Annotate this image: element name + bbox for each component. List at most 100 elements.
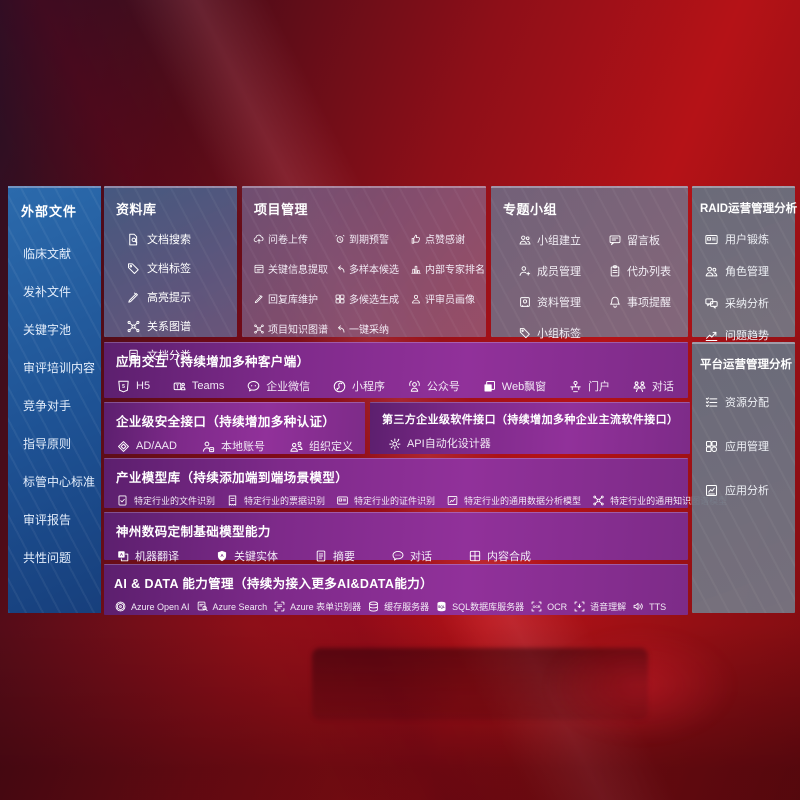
portal-icon [568, 379, 583, 394]
group-item: 小组标签 [518, 325, 608, 341]
feature-label: 代办列表 [627, 266, 671, 278]
group-item: 成员管理 [518, 263, 608, 279]
ai-service-item: Azure Open AI [114, 600, 190, 613]
external-files-panel: 外部文件 临床文献 发补文件 关键字池 审评培训内容 竞争对手 指导原则 标管中心标准 审评报… [8, 186, 101, 613]
reply-arrow-icon [334, 263, 346, 275]
project-item: 到期预警 [334, 231, 410, 246]
security-list: AD/AAD 本地账号 组织定义 [116, 438, 353, 454]
ai-service-item: OCR OCR [530, 600, 567, 613]
client-item: 小程序 [332, 378, 385, 394]
red-glow [545, 628, 735, 743]
third-party-list: API自动化设计器 [382, 435, 678, 451]
ai-service-item: TTS [632, 600, 666, 613]
person-manage-icon [518, 264, 532, 278]
raid-item: 采纳分析 [704, 295, 795, 311]
ai-service-item: Azure 表单识别器 [273, 600, 361, 613]
feature-label: 一键采纳 [349, 325, 389, 336]
summary-doc-icon [314, 549, 328, 563]
library-title: 资料库 [116, 202, 157, 217]
feature-label: OCR [547, 601, 568, 612]
group-item: 小组建立 [518, 232, 608, 248]
edit-pen-icon [253, 293, 265, 305]
client-item: 企业微信 [246, 378, 310, 394]
raid-analysis-panel: RAID运营管理分析 用户锻炼 角色管理 采纳分析 问题趋势 [692, 186, 798, 342]
svg-text:A: A [120, 552, 124, 557]
capability-item: A 机器翻译 [116, 548, 179, 564]
top-panels-row: 资料库 文档搜索 文档标签 高亮提示 关系图谱 文档分类 项目管理 问卷上传 到期预警 点赞… [104, 186, 688, 362]
knowledge-graph-model-icon [592, 494, 605, 507]
industry-models-list: 特定行业的文件识别 特定行业的票据识别 特定行业的证件识别 特定行业的通用数据分析模型… [116, 494, 727, 507]
interface-item: API自动化设计器 [387, 435, 491, 451]
project-management-panel: 项目管理 问卷上传 到期预警 点赞感谢 关键信息提取 多样本候选 内部专家排名 回复库维护 多… [242, 186, 486, 337]
feature-label: 缓存服务器 [384, 602, 430, 612]
group-list: 小组建立 留言板 成员管理 代办列表 资料管理 事项提醒 小组标签 [491, 218, 688, 341]
feature-label: 应用分析 [725, 485, 769, 497]
library-item: 文档搜索 [126, 231, 237, 247]
feature-label: 对话 [651, 381, 674, 393]
bell-icon [608, 295, 622, 309]
feature-label: 资源分配 [725, 397, 769, 409]
interaction-list: 5 H5 T Teams 企业微信 小程序 公众号 Web飘窗 门户 对话 [116, 378, 676, 394]
library-panel: 资料库 文档搜索文档标签高亮提示关系图谱文档分类 [104, 186, 237, 362]
tts-icon [632, 600, 645, 613]
feature-label: 组织定义 [308, 441, 353, 453]
svg-text:T: T [176, 384, 179, 390]
interaction-band: 应用交互（持续增加多种客户端） 5 H5 T Teams 企业微信 小程序 公众号 Web飘窗… [104, 342, 688, 398]
official-account-icon [407, 379, 422, 394]
feature-label: 文档分类 [147, 350, 191, 362]
feature-label: 事项提醒 [627, 297, 671, 309]
ai-service-item: SQL SQL数据库服务器 [435, 600, 524, 613]
library-item: 高亮提示 [126, 289, 237, 305]
client-item: 5 H5 [116, 379, 150, 394]
ai-data-title: AI & DATA 能力管理（持续为接入更多AI&DATA能力） [114, 577, 434, 591]
svg-text:5: 5 [122, 384, 125, 390]
security-title: 企业级安全接口（持续增加多种认证） [116, 415, 336, 429]
feature-label: 文档搜索 [147, 234, 191, 246]
ranking-icon [410, 263, 422, 275]
org-people-icon [289, 439, 304, 454]
base-models-title: 神州数码定制基础模型能力 [116, 525, 271, 539]
adopt-arrow-icon [334, 323, 346, 335]
auth-item: 本地账号 [201, 438, 265, 454]
raid-title: RAID运营管理分析 [700, 203, 798, 215]
library-list: 文档搜索文档标签高亮提示关系图谱文档分类 [104, 218, 237, 363]
client-item: Web飘窗 [482, 378, 546, 394]
capability-item: 内容合成 [468, 548, 531, 564]
raid-list: 用户锻炼 角色管理 采纳分析 问题趋势 [692, 216, 795, 343]
feature-label: 特定行业的文件识别 [134, 496, 216, 506]
library-item: 文档分类 [126, 347, 237, 363]
center-column: 资料库 文档搜索 文档标签 高亮提示 关系图谱 文档分类 项目管理 问卷上传 到期预警 点赞… [104, 186, 727, 619]
library-item: 文档标签 [126, 260, 237, 276]
translate-icon: A [116, 549, 130, 563]
ad-diamond-icon [116, 439, 131, 454]
model-item: 特定行业的证件识别 [336, 494, 435, 507]
wecom-icon [246, 379, 261, 394]
client-item: 对话 [632, 378, 674, 394]
feature-label: 高亮提示 [147, 292, 191, 304]
graph-icon [126, 319, 141, 334]
feature-label: TTS [649, 601, 667, 612]
alarm-icon [334, 233, 346, 245]
platform-item: 应用分析 [704, 482, 795, 498]
tag-icon [126, 261, 141, 276]
graph-icon [253, 323, 265, 335]
project-item: 关键信息提取 [253, 261, 334, 276]
ai-data-band: AI & DATA 能力管理（持续为接入更多AI&DATA能力） Azure O… [104, 564, 688, 615]
feature-label: 本地账号 [220, 441, 265, 453]
external-file-label: 共性问题 [23, 551, 72, 565]
library-item: 关系图谱 [126, 318, 237, 334]
ai-service-item: Azure Search [196, 600, 267, 613]
model-item: 特定行业的票据识别 [226, 494, 325, 507]
client-item: 门户 [568, 378, 610, 394]
feature-label: 应用管理 [725, 441, 769, 453]
model-item: 特定行业的通用数据分析模型 [446, 494, 581, 507]
model-item: 特定行业的文件识别 [116, 494, 215, 507]
feature-label: 采纳分析 [725, 298, 769, 310]
thumbs-up-icon [410, 233, 422, 245]
feature-label: 点赞感谢 [425, 235, 465, 246]
feature-label: Azure 表单识别器 [290, 602, 362, 612]
feature-label: 语音理解 [590, 602, 627, 612]
feature-label: Web飘窗 [501, 381, 547, 393]
data-analysis-model-icon [446, 494, 459, 507]
project-item: 多候选生成 [334, 291, 410, 306]
